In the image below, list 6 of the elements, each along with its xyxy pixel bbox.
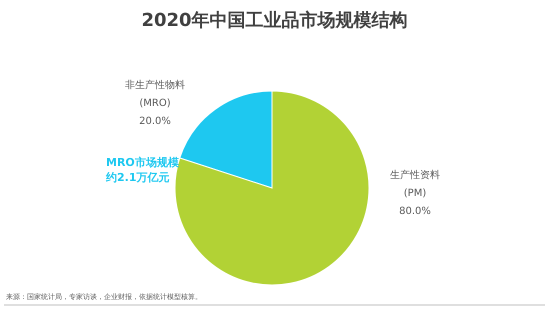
data-label: 20.0% <box>139 116 171 127</box>
text: MRO市场规模约2.1万亿元 <box>105 156 180 184</box>
slice-label: 非生产性物料 (MRO) <box>125 79 185 109</box>
data-label: 80.0% <box>399 206 431 217</box>
slice-label: 生产性资料 (PM) <box>390 169 440 199</box>
chart-title: 2020年中国工业品市场规模结构 <box>141 10 408 31</box>
